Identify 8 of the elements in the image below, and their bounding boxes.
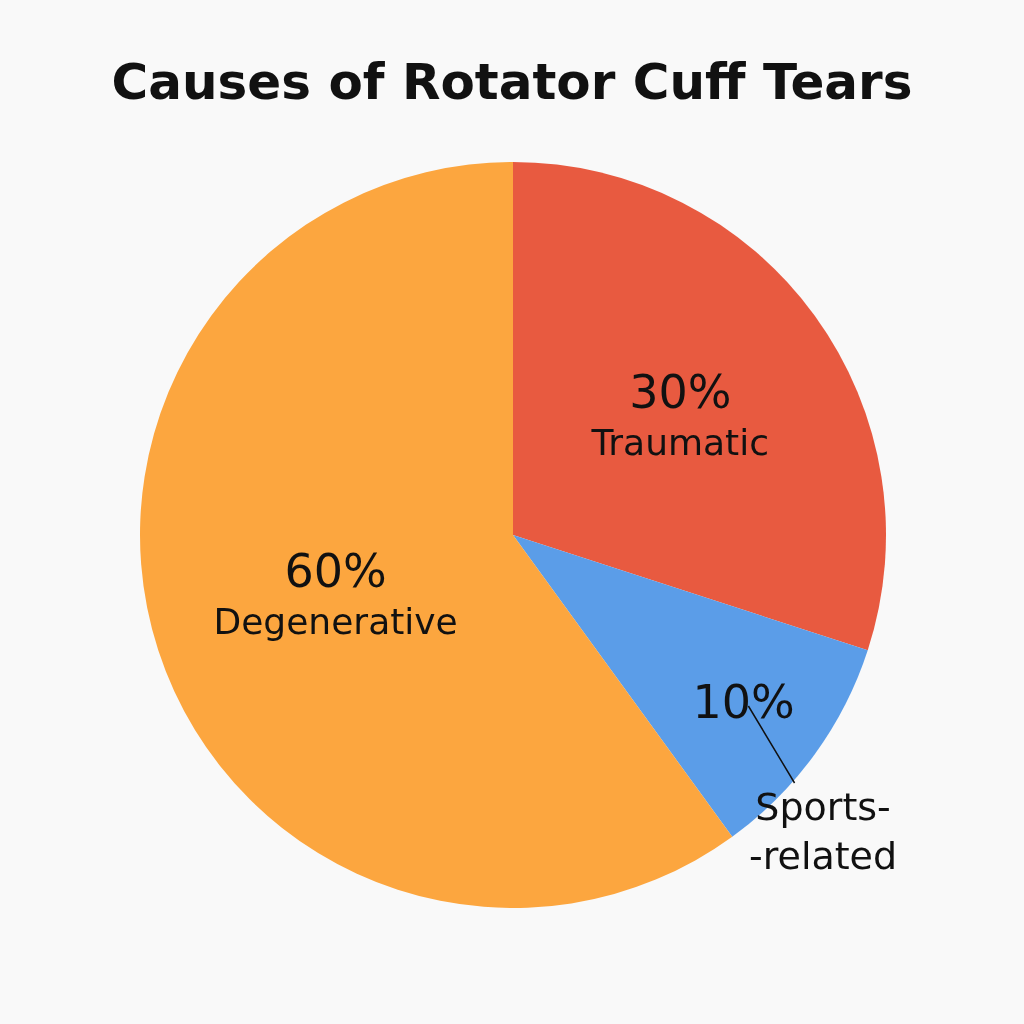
pie-slice — [513, 162, 886, 651]
chart-title: Causes of Rotator Cuff Tears — [111, 53, 913, 112]
slice-label: Sports- -related — [749, 785, 898, 879]
data-label: 10% — [692, 675, 795, 730]
data-label: 60% — [284, 543, 387, 598]
slice-label: Degenerative — [213, 600, 458, 642]
slice-label: Traumatic — [590, 421, 770, 463]
data-label: 30% — [629, 364, 732, 419]
